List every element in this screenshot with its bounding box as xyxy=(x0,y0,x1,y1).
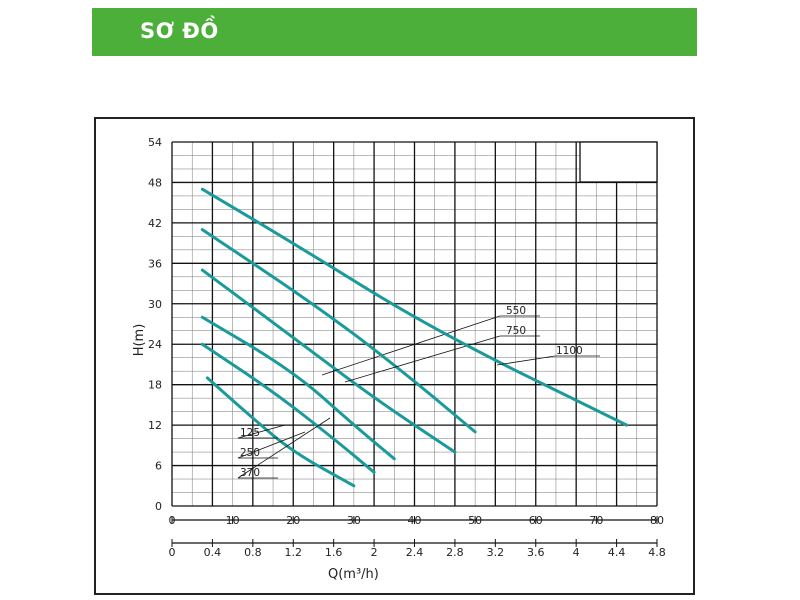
series-line-125 xyxy=(205,376,356,488)
primary-x-tick-label: 4.4 xyxy=(608,546,626,559)
header-banner: SƠ ĐỒ xyxy=(92,8,697,56)
secondary-x-tick-label: 20 xyxy=(286,514,300,527)
series-line-370 xyxy=(200,315,396,461)
series-leader-line xyxy=(496,355,556,366)
secondary-x-tick-label: 0 xyxy=(169,514,176,527)
y-tick-label: 18 xyxy=(148,379,162,392)
series-leader-line xyxy=(237,417,331,479)
y-tick-label: 6 xyxy=(155,460,162,473)
secondary-x-tick-label: 10 xyxy=(226,514,240,527)
secondary-x-tick-label: 80 xyxy=(650,514,664,527)
y-tick-label: 0 xyxy=(155,500,162,513)
y-tick-label: 48 xyxy=(148,176,162,189)
y-tick-label: 30 xyxy=(148,298,162,311)
y-tick-label: 12 xyxy=(148,419,162,432)
series-label: 550 xyxy=(506,305,526,317)
secondary-x-tick-label: 70 xyxy=(589,514,603,527)
series-label: 125 xyxy=(240,427,260,439)
primary-x-tick-label: 4.8 xyxy=(648,546,666,559)
primary-x-tick-label: 2.8 xyxy=(446,546,464,559)
primary-x-tick-label: 2.4 xyxy=(406,546,424,559)
primary-x-tick-label: 0.8 xyxy=(244,546,262,559)
series-label: 750 xyxy=(506,325,526,337)
primary-x-tick-label: 3.2 xyxy=(487,546,505,559)
secondary-x-tick-label: 30 xyxy=(347,514,361,527)
secondary-x-tick-label: 60 xyxy=(529,514,543,527)
series-line-750 xyxy=(200,228,477,434)
series-line-250 xyxy=(200,342,376,474)
primary-x-tick-label: 3.6 xyxy=(527,546,545,559)
y-axis-title: H(m) xyxy=(132,324,147,357)
primary-x-tick-label: 4 xyxy=(573,546,580,559)
series-leader-line xyxy=(237,431,306,459)
series-label: 370 xyxy=(240,467,260,479)
primary-x-tick-label: 1.6 xyxy=(325,546,343,559)
secondary-x-tick-label: 50 xyxy=(468,514,482,527)
y-tick-label: 42 xyxy=(148,217,162,230)
y-tick-label: 36 xyxy=(148,257,162,270)
series-label: 1100 xyxy=(556,345,583,357)
blank-box xyxy=(579,141,658,183)
primary-x-tick-label: 1.2 xyxy=(285,546,303,559)
series-leader-line xyxy=(344,335,501,383)
primary-x-tick-label: 0.4 xyxy=(204,546,222,559)
page-title: SƠ ĐỒ xyxy=(140,19,219,43)
chart-frame xyxy=(94,117,695,595)
secondary-x-tick-label: 40 xyxy=(408,514,422,527)
y-tick-label: 54 xyxy=(148,136,162,149)
series-leader-line xyxy=(321,315,501,376)
primary-x-tick-label: 0 xyxy=(169,546,176,559)
series-label: 250 xyxy=(240,447,260,459)
series-line-1100 xyxy=(200,187,629,427)
primary-x-tick-label: 2 xyxy=(371,546,378,559)
series-leader-line xyxy=(237,424,286,439)
series-line-550 xyxy=(200,268,457,454)
y-tick-label: 24 xyxy=(148,338,162,351)
x-axis-title: Q(m³/h) xyxy=(328,567,379,582)
